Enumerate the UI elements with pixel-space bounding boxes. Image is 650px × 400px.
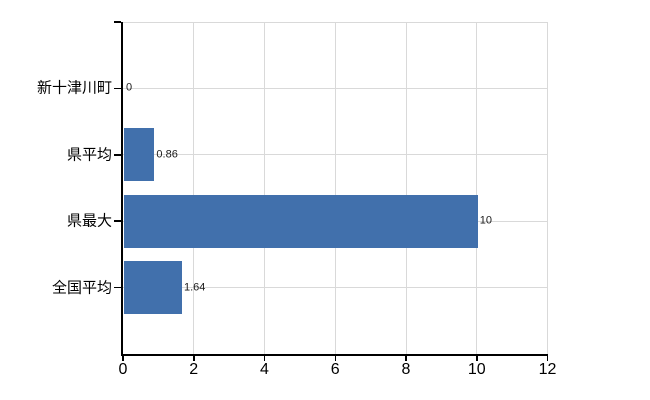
x-tick-label: 4 — [260, 361, 269, 378]
x-axis-tick — [405, 356, 407, 361]
bar-value-label: 10 — [479, 214, 492, 227]
category-label: 全国平均 — [51, 279, 112, 297]
x-tick-label: 2 — [189, 361, 199, 378]
category-label: 県平均 — [66, 146, 112, 164]
bar-value-label: 0 — [126, 81, 133, 94]
x-tick-label: 8 — [401, 361, 411, 378]
y-axis-tick — [114, 87, 121, 90]
x-axis-tick — [122, 356, 124, 361]
x-tick-label: 6 — [330, 361, 340, 378]
x-axis-tick — [476, 356, 478, 361]
bar — [124, 128, 155, 182]
x-tick-label: 12 — [538, 361, 557, 378]
y-axis-tick — [114, 286, 121, 289]
y-axis — [121, 22, 123, 356]
y-axis-tick — [114, 154, 121, 156]
category-label: 新十津川町 — [36, 79, 112, 97]
x-tick-label: 0 — [118, 361, 128, 378]
x-tick-label: 10 — [467, 361, 486, 378]
x-axis-tick — [546, 356, 549, 361]
bar-value-label: 0.86 — [156, 148, 178, 161]
category-label: 県最大 — [66, 212, 112, 230]
x-axis-tick — [263, 356, 266, 361]
gridline-vertical — [547, 22, 548, 354]
gridline-vertical — [193, 22, 195, 354]
x-axis — [121, 354, 548, 356]
gridline-vertical — [334, 22, 336, 354]
bar — [124, 261, 182, 315]
bar — [124, 194, 478, 248]
gridline-vertical — [405, 22, 407, 354]
gridline-vertical — [264, 22, 265, 354]
gridline-vertical — [476, 22, 478, 354]
y-axis-tick — [114, 21, 121, 23]
x-axis-tick — [334, 356, 336, 361]
bar-value-label: 1.64 — [184, 281, 206, 294]
x-axis-tick — [193, 356, 195, 361]
y-axis-tick — [114, 220, 121, 222]
